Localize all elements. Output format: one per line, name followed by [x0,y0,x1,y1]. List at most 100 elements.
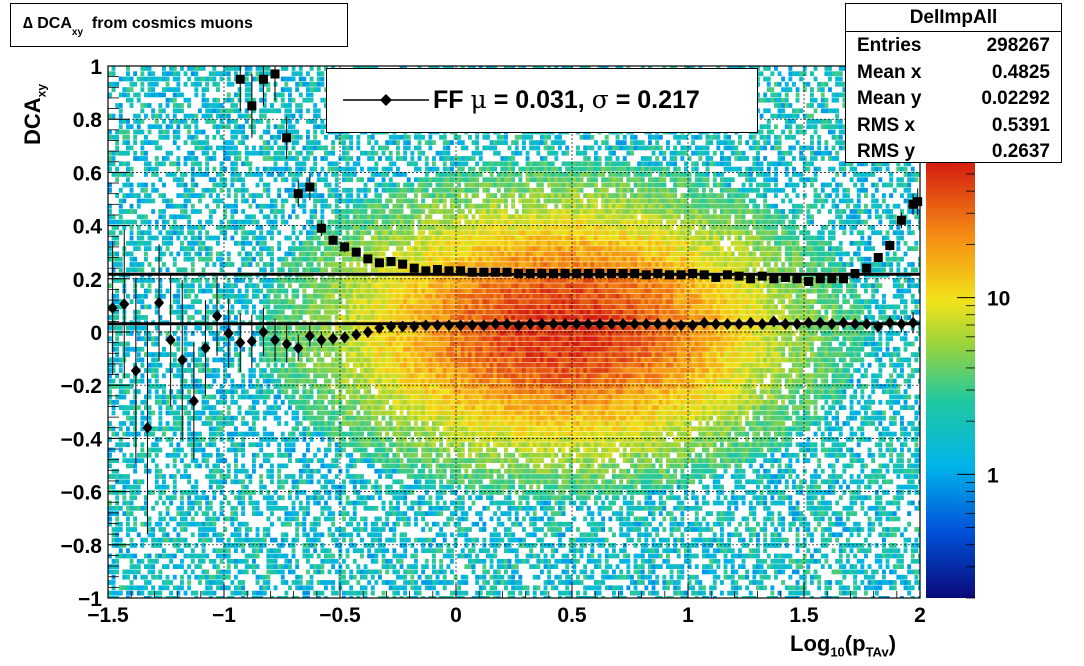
heatmap-cell [367,151,371,156]
heatmap-cell [814,193,818,198]
heatmap-cell [367,188,371,193]
heatmap-cell [727,188,731,193]
heatmap-cell [554,177,558,182]
heatmap-cell [760,130,764,135]
heatmap-cell [695,167,699,172]
heatmap-cell [151,108,155,113]
heatmap-cell [605,146,609,151]
heatmap-cell [544,220,548,225]
heatmap-cell [486,241,490,246]
heatmap-cell [911,177,915,182]
heatmap-cell [461,246,465,251]
heatmap-cell [518,236,522,241]
heatmap-cell [803,156,807,161]
heatmap-cell [299,71,303,76]
heatmap-cell [504,183,508,188]
heatmap-cell [198,66,202,71]
heatmap-cell [623,236,627,241]
heatmap-cell [590,236,594,241]
heatmap-cell [914,241,918,246]
heatmap-cell [720,151,724,156]
heatmap-cell [590,146,594,151]
heatmap-cell [727,146,731,151]
heatmap-cell [126,124,130,129]
heatmap-cell [317,146,321,151]
heatmap-cell [198,241,202,246]
heatmap-cell [148,124,152,129]
heatmap-cell [414,161,418,166]
heatmap-cell [821,98,825,103]
heatmap-cell [407,199,411,204]
heatmap-cell [126,167,130,172]
heatmap-cell [428,236,432,241]
heatmap-cell [299,151,303,156]
heatmap-cell [140,71,144,76]
heatmap-cell [709,140,713,145]
heatmap-cell [378,146,382,151]
heatmap-cell [576,241,580,246]
heatmap-cell [137,98,141,103]
heatmap-cell [623,199,627,204]
heatmap-cell [486,161,490,166]
heatmap-cell [774,220,778,225]
heatmap-cell [220,103,224,108]
heatmap-cell [166,130,170,135]
heatmap-cell [238,188,242,193]
heatmap-cell [720,183,724,188]
heatmap-cell [274,124,278,129]
heatmap-cell [475,151,479,156]
heatmap-cell [274,167,278,172]
heatmap-cell [839,66,843,71]
heatmap-cell [212,119,216,124]
heatmap-cell [583,246,587,251]
heatmap-cell [403,183,407,188]
heatmap-cell [670,193,674,198]
heatmap-cell [299,161,303,166]
heatmap-cell [889,183,893,188]
heatmap-cell [904,167,908,172]
heatmap-cell [126,71,130,76]
heatmap-cell [540,209,544,214]
heatmap-cell [245,93,249,98]
heatmap-cell [518,246,522,251]
heatmap-cell [277,124,281,129]
heatmap-cell [864,241,868,246]
heatmap-cell [616,230,620,235]
heatmap-cell [810,87,814,92]
heatmap-cell [778,108,782,113]
heatmap-cell [500,236,504,241]
heatmap-cell [788,151,792,156]
heatmap-cell [788,77,792,82]
heatmap-cell [655,214,659,219]
heatmap-cell [731,167,735,172]
heatmap-cell [191,167,195,172]
heatmap-cell [230,66,234,71]
heatmap-cell [140,119,144,124]
heatmap-cell [720,214,724,219]
heatmap-cell [403,140,407,145]
heatmap-cell [637,140,641,145]
heatmap-cell [731,204,735,209]
heatmap-cell [706,156,710,161]
heatmap-cell [641,177,645,182]
heatmap-cell [572,193,576,198]
heatmap-cell [292,140,296,145]
heatmap-cell [443,140,447,145]
heatmap-cell [306,236,310,241]
heatmap-cell [360,230,364,235]
heatmap-cell [443,177,447,182]
heatmap-cell [616,140,620,145]
heatmap-cell [598,214,602,219]
heatmap-cell [241,236,245,241]
heatmap-cell [572,236,576,241]
heatmap-cell [486,146,490,151]
heatmap-cell [176,177,180,182]
heatmap-cell [587,230,591,235]
heatmap-cell [119,161,123,166]
heatmap-cell [533,209,537,214]
heatmap-cell [464,230,468,235]
heatmap-cell [839,82,843,87]
heatmap-cell [803,193,807,198]
heatmap-cell [839,119,843,124]
heatmap-cell [130,236,134,241]
